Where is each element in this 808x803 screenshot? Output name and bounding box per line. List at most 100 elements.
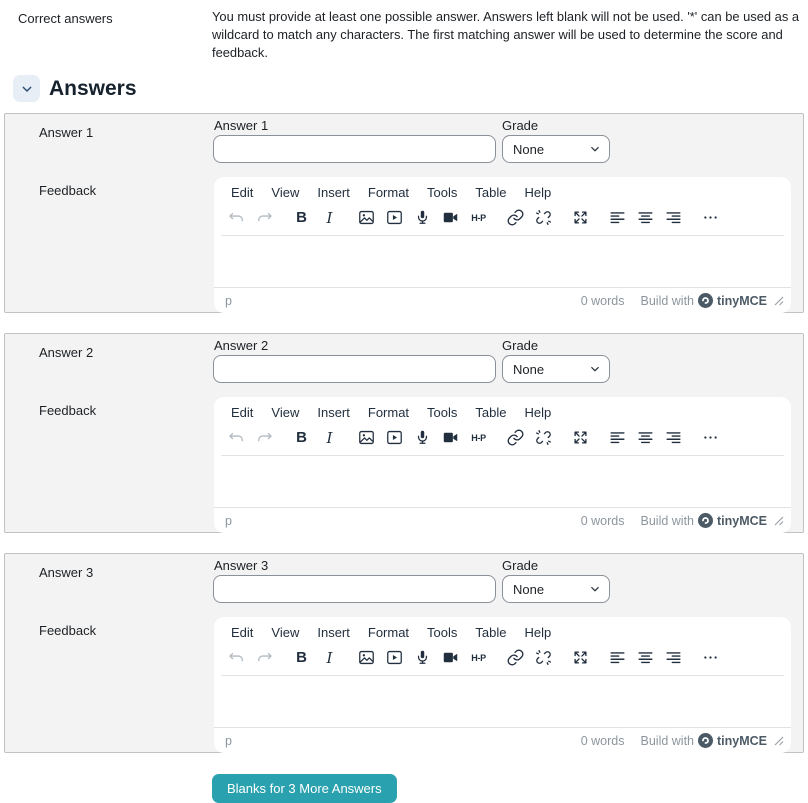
- menu-tools[interactable]: Tools: [427, 185, 458, 200]
- bold-icon[interactable]: B: [296, 209, 307, 226]
- fullscreen-icon[interactable]: [567, 424, 594, 451]
- align-left-icon[interactable]: [604, 424, 631, 451]
- italic-icon[interactable]: I: [326, 648, 333, 667]
- record-audio-icon[interactable]: [409, 644, 436, 671]
- align-left-icon[interactable]: [604, 644, 631, 671]
- menu-view[interactable]: View: [271, 625, 300, 640]
- record-audio-icon[interactable]: [409, 204, 436, 231]
- unlink-icon[interactable]: [530, 204, 557, 231]
- h5p-icon[interactable]: H-P: [471, 212, 486, 223]
- undo-icon[interactable]: [223, 424, 250, 451]
- editor-content[interactable]: [214, 676, 791, 727]
- feedback-label: Feedback: [39, 623, 97, 638]
- bold-icon[interactable]: B: [296, 649, 307, 666]
- menu-view[interactable]: View: [271, 405, 300, 420]
- record-video-icon[interactable]: [437, 424, 464, 451]
- resize-handle-icon[interactable]: [774, 516, 784, 526]
- more-options-icon[interactable]: [697, 644, 724, 671]
- h5p-icon[interactable]: H-P: [471, 432, 486, 443]
- insert-image-icon[interactable]: [353, 424, 380, 451]
- italic-icon[interactable]: I: [326, 208, 333, 227]
- insert-image-icon[interactable]: [353, 644, 380, 671]
- add-blanks-button[interactable]: Blanks for 3 More Answers: [212, 774, 397, 803]
- tinymce-logo-icon: [698, 513, 713, 528]
- menu-edit[interactable]: Edit: [231, 405, 254, 420]
- menu-help[interactable]: Help: [524, 405, 552, 420]
- word-count[interactable]: 0 words: [580, 293, 625, 308]
- insert-image-icon[interactable]: [353, 204, 380, 231]
- word-count[interactable]: 0 words: [580, 733, 625, 748]
- tinymce-editor: Edit View Insert Format Tools Table Help…: [214, 617, 791, 753]
- undo-icon[interactable]: [223, 644, 250, 671]
- align-center-icon[interactable]: [632, 204, 659, 231]
- align-right-icon[interactable]: [660, 644, 687, 671]
- editor-toolbar: B I H-P: [221, 642, 784, 676]
- element-path[interactable]: p: [225, 513, 232, 528]
- align-center-icon[interactable]: [632, 644, 659, 671]
- menu-help[interactable]: Help: [524, 185, 552, 200]
- unlink-icon[interactable]: [530, 424, 557, 451]
- redo-icon[interactable]: [251, 204, 278, 231]
- menu-table[interactable]: Table: [475, 625, 507, 640]
- menu-help[interactable]: Help: [524, 625, 552, 640]
- menu-table[interactable]: Table: [475, 185, 507, 200]
- fullscreen-icon[interactable]: [567, 644, 594, 671]
- element-path[interactable]: p: [225, 733, 232, 748]
- editor-toolbar: B I H-P: [221, 422, 784, 456]
- menu-tools[interactable]: Tools: [427, 625, 458, 640]
- link-icon[interactable]: [502, 644, 529, 671]
- align-right-icon[interactable]: [660, 424, 687, 451]
- word-count[interactable]: 0 words: [580, 513, 625, 528]
- answer-block: Answer 2 Answer 2 Grade None Feedback Ed…: [4, 333, 804, 533]
- record-video-icon[interactable]: [437, 644, 464, 671]
- tinymce-brand-link[interactable]: Build with tinyMCE: [641, 513, 767, 528]
- element-path[interactable]: p: [225, 293, 232, 308]
- editor-content[interactable]: [214, 456, 791, 507]
- h5p-icon[interactable]: H-P: [471, 652, 486, 663]
- italic-icon[interactable]: I: [326, 428, 333, 447]
- fullscreen-icon[interactable]: [567, 204, 594, 231]
- grade-select[interactable]: None: [502, 135, 610, 163]
- grade-select[interactable]: None: [502, 575, 610, 603]
- insert-media-icon[interactable]: [381, 644, 408, 671]
- menu-insert[interactable]: Insert: [317, 405, 350, 420]
- redo-icon[interactable]: [251, 424, 278, 451]
- menu-insert[interactable]: Insert: [317, 625, 350, 640]
- menu-insert[interactable]: Insert: [317, 185, 350, 200]
- answer-input[interactable]: [213, 135, 496, 163]
- bold-icon[interactable]: B: [296, 429, 307, 446]
- menu-edit[interactable]: Edit: [231, 185, 254, 200]
- answer-input[interactable]: [213, 575, 496, 603]
- resize-handle-icon[interactable]: [774, 736, 784, 746]
- align-center-icon[interactable]: [632, 424, 659, 451]
- menu-view[interactable]: View: [271, 185, 300, 200]
- link-icon[interactable]: [502, 204, 529, 231]
- align-right-icon[interactable]: [660, 204, 687, 231]
- record-video-icon[interactable]: [437, 204, 464, 231]
- menu-format[interactable]: Format: [367, 405, 410, 420]
- answer-input[interactable]: [213, 355, 496, 383]
- link-icon[interactable]: [502, 424, 529, 451]
- redo-icon[interactable]: [251, 644, 278, 671]
- align-left-icon[interactable]: [604, 204, 631, 231]
- menu-format[interactable]: Format: [367, 185, 410, 200]
- menu-edit[interactable]: Edit: [231, 625, 254, 640]
- insert-media-icon[interactable]: [381, 204, 408, 231]
- unlink-icon[interactable]: [530, 644, 557, 671]
- more-options-icon[interactable]: [697, 424, 724, 451]
- editor-content[interactable]: [214, 236, 791, 287]
- menu-table[interactable]: Table: [475, 405, 507, 420]
- record-audio-icon[interactable]: [409, 424, 436, 451]
- tinymce-brand-link[interactable]: Build with tinyMCE: [641, 293, 767, 308]
- tinymce-brand-link[interactable]: Build with tinyMCE: [641, 733, 767, 748]
- grade-select[interactable]: None: [502, 355, 610, 383]
- insert-media-icon[interactable]: [381, 424, 408, 451]
- section-collapse-button[interactable]: [13, 75, 40, 102]
- more-options-icon[interactable]: [697, 204, 724, 231]
- resize-handle-icon[interactable]: [774, 296, 784, 306]
- menu-format[interactable]: Format: [367, 625, 410, 640]
- undo-icon[interactable]: [223, 204, 250, 231]
- menu-tools[interactable]: Tools: [427, 405, 458, 420]
- answer-row-label: Answer 1: [39, 125, 94, 140]
- tinymce-editor: Edit View Insert Format Tools Table Help…: [214, 397, 791, 533]
